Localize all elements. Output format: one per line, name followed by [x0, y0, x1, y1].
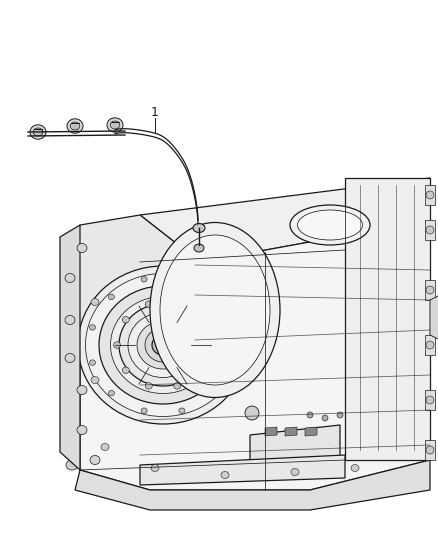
Ellipse shape — [145, 328, 181, 362]
Polygon shape — [425, 390, 435, 410]
Ellipse shape — [89, 325, 95, 330]
Ellipse shape — [66, 435, 78, 445]
Ellipse shape — [230, 325, 237, 330]
Ellipse shape — [65, 316, 75, 325]
Ellipse shape — [66, 265, 78, 275]
Ellipse shape — [141, 277, 147, 282]
Ellipse shape — [85, 273, 240, 416]
Ellipse shape — [128, 312, 198, 377]
Ellipse shape — [193, 223, 205, 232]
Polygon shape — [425, 185, 435, 205]
Circle shape — [426, 341, 434, 349]
Ellipse shape — [145, 301, 152, 308]
Circle shape — [307, 412, 313, 418]
Ellipse shape — [66, 390, 78, 400]
Polygon shape — [60, 225, 80, 470]
Ellipse shape — [205, 342, 212, 348]
Polygon shape — [250, 425, 340, 468]
Polygon shape — [425, 220, 435, 240]
Ellipse shape — [101, 443, 109, 450]
Polygon shape — [425, 440, 435, 460]
Ellipse shape — [90, 456, 100, 464]
Polygon shape — [80, 220, 430, 490]
Polygon shape — [305, 427, 317, 436]
Ellipse shape — [145, 383, 152, 389]
Ellipse shape — [66, 305, 78, 315]
Polygon shape — [75, 460, 430, 510]
Ellipse shape — [297, 210, 363, 240]
Circle shape — [426, 191, 434, 199]
Ellipse shape — [179, 277, 185, 282]
Circle shape — [322, 415, 328, 421]
Ellipse shape — [33, 128, 43, 136]
Ellipse shape — [77, 244, 87, 253]
Circle shape — [426, 396, 434, 404]
Polygon shape — [345, 178, 430, 460]
Ellipse shape — [174, 383, 181, 389]
Polygon shape — [425, 335, 435, 355]
Ellipse shape — [179, 408, 185, 414]
Polygon shape — [65, 215, 200, 360]
Ellipse shape — [212, 294, 218, 300]
Ellipse shape — [89, 360, 95, 365]
Ellipse shape — [70, 122, 80, 130]
Ellipse shape — [212, 390, 218, 396]
Ellipse shape — [291, 469, 299, 475]
Ellipse shape — [152, 335, 174, 355]
Ellipse shape — [197, 317, 204, 323]
Ellipse shape — [174, 301, 181, 308]
Ellipse shape — [78, 266, 248, 424]
Ellipse shape — [108, 390, 114, 396]
Ellipse shape — [91, 298, 99, 305]
Polygon shape — [285, 427, 297, 436]
Ellipse shape — [160, 235, 270, 385]
Circle shape — [426, 446, 434, 454]
Ellipse shape — [77, 385, 87, 394]
Ellipse shape — [151, 464, 159, 472]
Ellipse shape — [65, 353, 75, 362]
Circle shape — [426, 286, 434, 294]
Ellipse shape — [91, 376, 99, 384]
Ellipse shape — [197, 367, 204, 374]
Ellipse shape — [230, 360, 237, 365]
Polygon shape — [425, 280, 435, 300]
Polygon shape — [430, 295, 438, 340]
Ellipse shape — [122, 317, 129, 323]
Ellipse shape — [66, 350, 78, 360]
Ellipse shape — [122, 367, 129, 374]
Ellipse shape — [107, 118, 123, 132]
Ellipse shape — [66, 460, 78, 470]
Ellipse shape — [99, 286, 227, 404]
Circle shape — [337, 412, 343, 418]
Ellipse shape — [66, 235, 78, 245]
Ellipse shape — [113, 342, 120, 348]
Ellipse shape — [77, 425, 87, 434]
Ellipse shape — [30, 125, 46, 139]
Ellipse shape — [110, 296, 215, 393]
Ellipse shape — [108, 294, 114, 300]
Polygon shape — [140, 455, 345, 485]
Ellipse shape — [110, 121, 120, 129]
Ellipse shape — [119, 304, 207, 386]
Ellipse shape — [221, 472, 229, 479]
Ellipse shape — [141, 408, 147, 414]
Ellipse shape — [65, 273, 75, 282]
Circle shape — [245, 406, 259, 420]
Polygon shape — [140, 178, 430, 262]
Ellipse shape — [157, 340, 169, 351]
Circle shape — [426, 226, 434, 234]
Text: 1: 1 — [151, 107, 159, 119]
Ellipse shape — [137, 321, 189, 369]
Polygon shape — [265, 427, 277, 436]
Ellipse shape — [150, 222, 280, 398]
Ellipse shape — [194, 244, 204, 252]
Ellipse shape — [290, 205, 370, 245]
Ellipse shape — [351, 464, 359, 472]
Ellipse shape — [67, 119, 83, 133]
